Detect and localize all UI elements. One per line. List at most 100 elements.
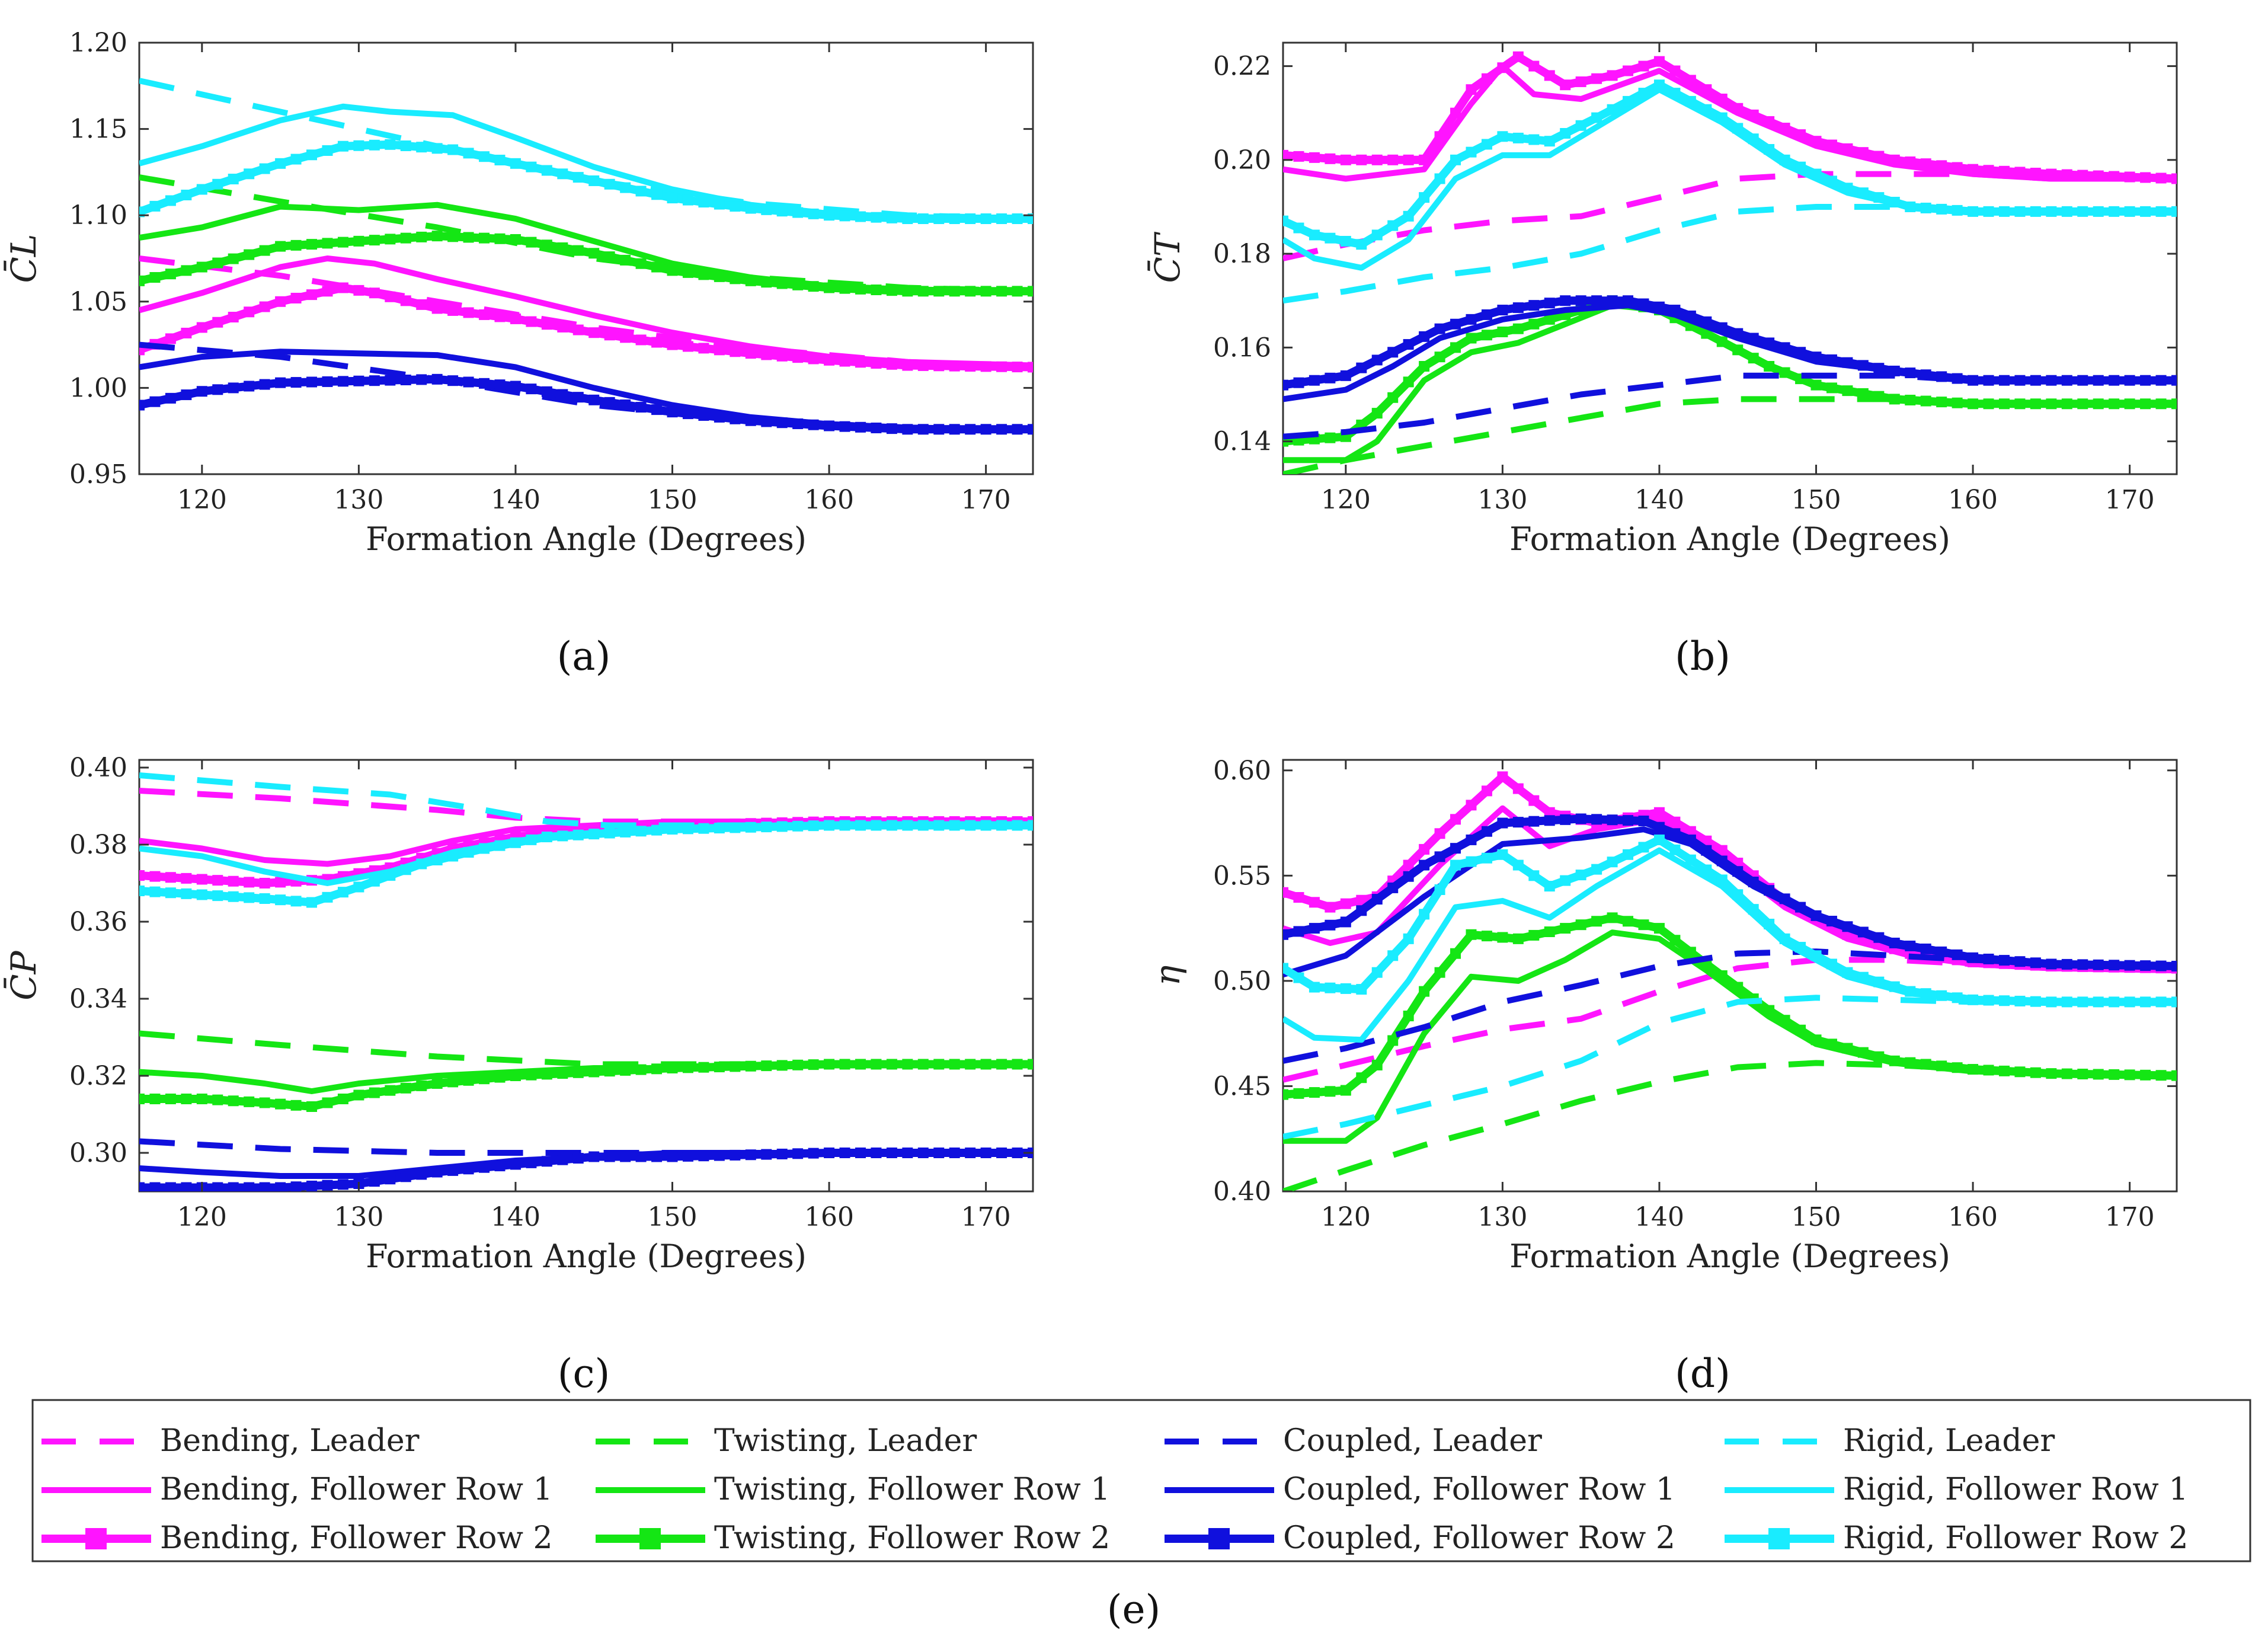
series-marker xyxy=(1764,918,1775,929)
series-marker xyxy=(1340,898,1351,909)
series-marker xyxy=(1450,342,1461,353)
series-marker xyxy=(1936,203,1947,215)
series-marker xyxy=(1466,800,1477,811)
series-marker xyxy=(275,296,286,307)
series-marker xyxy=(2171,375,2177,386)
series-marker xyxy=(1842,1043,1853,1054)
series-marker xyxy=(871,1148,882,1158)
series-marker xyxy=(244,1096,255,1107)
series-marker xyxy=(494,311,506,322)
series-marker xyxy=(196,386,207,397)
series-marker xyxy=(1968,952,1979,963)
series-marker xyxy=(714,411,725,423)
series-marker xyxy=(165,1182,176,1191)
series-marker xyxy=(1732,889,1744,900)
series-marker xyxy=(902,820,913,831)
series-marker xyxy=(1998,398,2010,410)
panel-c: 120 130 140 150 160 170 0.30 0.32 0.34 0.36 0.38 0.… xyxy=(3,753,1034,1275)
series-marker xyxy=(1325,1086,1336,1097)
series-marker xyxy=(917,360,929,371)
series-marker xyxy=(1387,950,1399,961)
series-marker xyxy=(2124,398,2135,410)
series-marker xyxy=(1528,300,1540,311)
y-tick-label: 1.20 xyxy=(69,28,127,58)
x-tick-label: 150 xyxy=(648,1202,698,1232)
series-marker xyxy=(1920,158,1931,170)
series-marker xyxy=(1764,144,1775,155)
series-marker xyxy=(510,313,521,324)
y-tick-label: 0.30 xyxy=(69,1138,127,1168)
series-marker xyxy=(2046,206,2057,217)
series-marker xyxy=(839,1059,850,1070)
series-marker xyxy=(1905,986,1916,997)
legend-label: Bending, Follower Row 2 xyxy=(160,1520,553,1556)
series-marker xyxy=(2077,996,2088,1008)
series-marker xyxy=(635,1151,647,1162)
series-marker xyxy=(1283,963,1288,974)
x-tick-label: 140 xyxy=(1634,485,1684,515)
series-marker xyxy=(1810,1034,1822,1046)
series-marker xyxy=(2014,206,2026,217)
series-marker xyxy=(1952,373,1963,384)
series-marker xyxy=(139,1182,145,1191)
series-marker xyxy=(1873,976,1885,987)
series-marker xyxy=(761,1060,772,1072)
series-marker xyxy=(1575,870,1586,881)
series-marker xyxy=(1936,990,1947,1001)
series-marker xyxy=(2171,996,2177,1008)
series-marker xyxy=(2046,398,2057,410)
series-marker xyxy=(479,151,490,162)
series-marker xyxy=(416,1169,427,1180)
series-marker xyxy=(917,286,929,297)
series-marker xyxy=(212,317,223,328)
series-marker xyxy=(980,424,991,435)
series-marker xyxy=(933,424,945,435)
x-tick-label: 120 xyxy=(1321,485,1371,515)
series-marker xyxy=(431,1078,443,1089)
series-marker xyxy=(1309,229,1320,241)
series-marker xyxy=(1466,834,1477,845)
series-marker xyxy=(792,418,804,429)
series-marker xyxy=(1371,354,1383,366)
series-marker xyxy=(792,279,804,290)
series-marker xyxy=(196,322,207,333)
series-marker xyxy=(322,145,333,156)
series-marker xyxy=(871,820,882,831)
series-marker xyxy=(1575,295,1586,306)
series-marker xyxy=(2077,375,2088,386)
y-tick-label: 1.15 xyxy=(69,114,127,145)
series-marker xyxy=(996,213,1007,225)
series-marker xyxy=(431,855,443,865)
series-marker xyxy=(494,233,506,244)
series-marker xyxy=(1842,967,1853,978)
series-marker xyxy=(635,258,647,269)
series-marker xyxy=(2155,996,2167,1008)
series-marker xyxy=(337,376,348,387)
series-marker xyxy=(635,334,647,346)
series-marker xyxy=(1293,377,1304,388)
series-marker xyxy=(1293,972,1304,983)
series-marker xyxy=(2093,206,2104,217)
series-marker xyxy=(620,1151,631,1162)
x-tick-label: 140 xyxy=(491,485,540,515)
series-marker xyxy=(604,1066,615,1077)
panel-a: 120 130 140 150 160 170 0.95 1.00 1.05 1.10 1.15 1.… xyxy=(3,28,1034,558)
series-marker xyxy=(1591,295,1602,306)
series-marker xyxy=(1968,164,1979,175)
series-marker xyxy=(965,361,976,372)
series-marker xyxy=(949,360,960,372)
series-marker xyxy=(228,1182,239,1191)
series-marker xyxy=(1497,932,1508,943)
legend-marker xyxy=(639,1528,661,1549)
series-marker xyxy=(416,142,427,153)
series-marker xyxy=(463,232,474,243)
series-marker xyxy=(557,830,568,842)
series-marker xyxy=(228,312,239,323)
series-marker xyxy=(996,1059,1007,1070)
series-marker xyxy=(1920,1059,1931,1070)
series-marker xyxy=(1481,330,1492,341)
series-marker xyxy=(1607,912,1618,923)
x-tick-label: 140 xyxy=(1634,1202,1684,1232)
series-marker xyxy=(526,236,537,248)
series-marker xyxy=(196,261,207,273)
